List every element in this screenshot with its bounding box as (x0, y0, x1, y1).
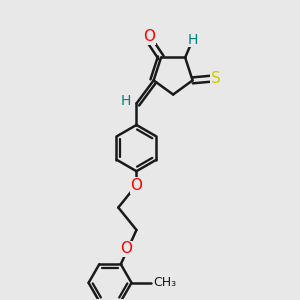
Text: H: H (187, 33, 198, 46)
Text: S: S (211, 70, 220, 86)
Text: H: H (121, 94, 131, 108)
Text: CH₃: CH₃ (154, 276, 177, 289)
Text: O: O (121, 241, 133, 256)
Text: O: O (143, 29, 155, 44)
Text: O: O (130, 178, 142, 193)
